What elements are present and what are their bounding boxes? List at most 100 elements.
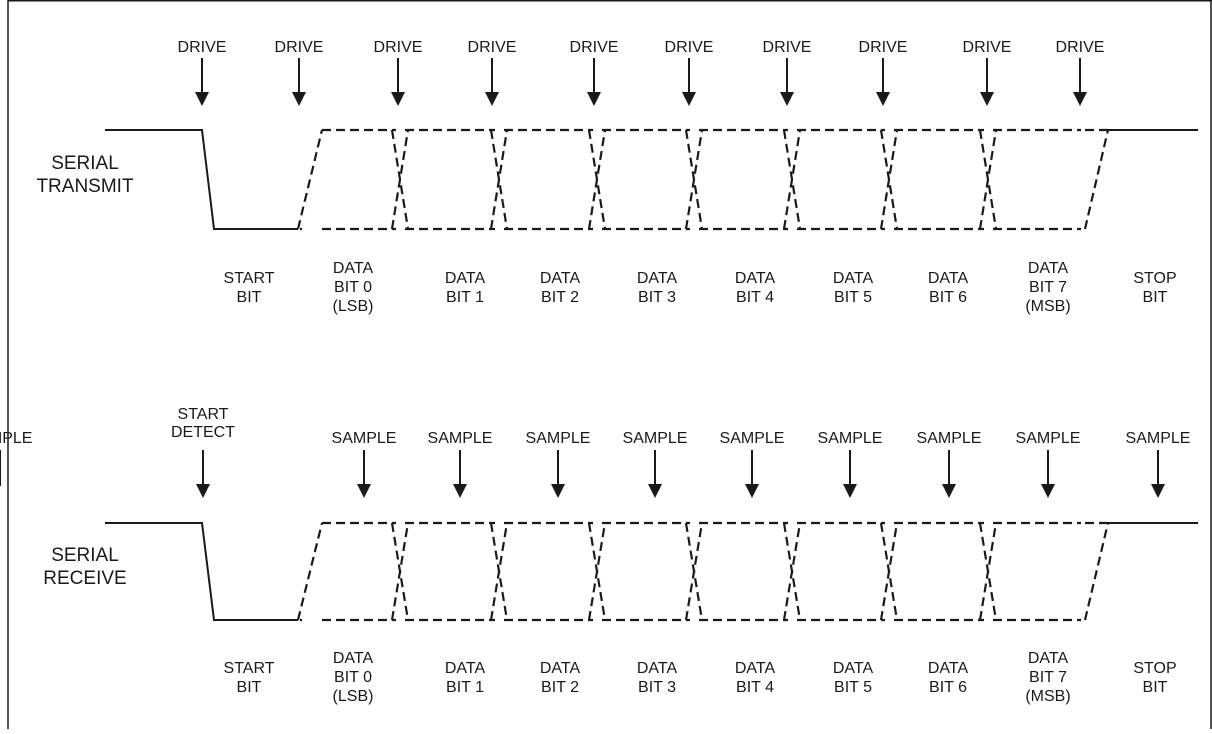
transmit-bit-label-8: DATA BIT 7 (MSB) bbox=[1025, 260, 1070, 315]
sample-arrow-7-head bbox=[942, 484, 956, 498]
drive-label-9: DRIVE bbox=[1056, 39, 1105, 56]
receive-bit-label-4-line: BIT 3 bbox=[638, 679, 676, 696]
receive-bit-label-3-line: DATA bbox=[540, 660, 581, 677]
transmit-bit-label-8-line: BIT 7 bbox=[1029, 279, 1067, 296]
sample-label-4-line: SAMPLE bbox=[623, 430, 688, 447]
drive-label-7: DRIVE bbox=[859, 39, 908, 56]
receive-bit-label-6-line: DATA bbox=[833, 660, 874, 677]
sample-arrow-9 bbox=[1151, 450, 1165, 498]
transmit-bit-label-5-line: DATA bbox=[735, 270, 776, 287]
transmit-bit-label-5: DATA BIT 4 bbox=[735, 270, 776, 306]
receive-bit-label-7-line: BIT 6 bbox=[929, 679, 967, 696]
sample-label-7-line: SAMPLE bbox=[917, 430, 982, 447]
serial-receive-label-line: SERIAL bbox=[51, 545, 119, 566]
receive-bit-label-9-line: BIT bbox=[1143, 679, 1168, 696]
transmit-bit-label-3-line: BIT 2 bbox=[541, 289, 579, 306]
drive-arrow-7 bbox=[876, 58, 890, 106]
transmit-bit-label-9-line: STOP bbox=[1133, 270, 1176, 287]
sample-label-5-line: SAMPLE bbox=[720, 430, 785, 447]
sample-label-10-line: SAMPLE bbox=[0, 430, 32, 447]
serial-receive-label: SERIAL RECEIVE bbox=[43, 545, 126, 589]
start-detect-label-line: START bbox=[178, 406, 229, 423]
sample-label-6: SAMPLE bbox=[818, 430, 883, 447]
transmit-bit-label-3: DATA BIT 2 bbox=[540, 270, 581, 306]
receive-bit-label-3: DATA BIT 2 bbox=[540, 660, 581, 696]
drive-label-9-line: DRIVE bbox=[1056, 39, 1105, 56]
drive-arrow-8 bbox=[980, 58, 994, 106]
start-detect-arrow bbox=[196, 450, 210, 498]
receive-bit-label-4-line: DATA bbox=[637, 660, 678, 677]
receive-wave-data-bits-dashed bbox=[296, 521, 1110, 622]
receive-bit-label-0: START BIT bbox=[224, 660, 275, 696]
start-detect-label-line: DETECT bbox=[171, 424, 235, 441]
sample-label-3-line: SAMPLE bbox=[526, 430, 591, 447]
sample-label-4: SAMPLE bbox=[623, 430, 688, 447]
receive-bit-label-8-line: BIT 7 bbox=[1029, 669, 1067, 686]
sample-arrow-4 bbox=[648, 450, 662, 498]
sample-arrow-6-head bbox=[843, 484, 857, 498]
transmit-bit-label-4-line: BIT 3 bbox=[638, 289, 676, 306]
transmit-bit-label-7-line: DATA bbox=[928, 270, 969, 287]
sample-arrow-8 bbox=[1041, 450, 1055, 498]
serial-receive-label-line: RECEIVE bbox=[43, 568, 126, 589]
drive-label-6: DRIVE bbox=[763, 39, 812, 56]
receive-bit-label-5-line: DATA bbox=[735, 660, 776, 677]
sample-arrow-5 bbox=[745, 450, 759, 498]
sample-label-2: SAMPLE bbox=[428, 430, 493, 447]
sample-arrow-1-head bbox=[357, 484, 371, 498]
drive-label-5-line: DRIVE bbox=[665, 39, 714, 56]
sample-label-9: SAMPLE bbox=[1126, 430, 1191, 447]
transmit-bit-label-1-line: (LSB) bbox=[333, 298, 374, 315]
drive-arrow-7-head bbox=[876, 92, 890, 106]
receive-bit-label-8: DATA BIT 7 (MSB) bbox=[1025, 650, 1070, 705]
transmit-bit-label-4-line: DATA bbox=[637, 270, 678, 287]
drive-label-4-line: DRIVE bbox=[570, 39, 619, 56]
drive-arrow-3-head bbox=[485, 92, 499, 106]
drive-arrow-5-head bbox=[682, 92, 696, 106]
drive-label-2: DRIVE bbox=[374, 39, 423, 56]
drive-label-4: DRIVE bbox=[570, 39, 619, 56]
transmit-bit-label-5-line: BIT 4 bbox=[736, 289, 774, 306]
receive-bit-label-2: DATA BIT 1 bbox=[445, 660, 486, 696]
sample-label-6-line: SAMPLE bbox=[818, 430, 883, 447]
serial-transmit-section: DRIVE DRIVE DRIVE DRIVE DRIVE DRIVE DRIVE DRIVE… bbox=[36, 39, 1198, 315]
drive-arrow-0-head bbox=[195, 92, 209, 106]
serial-transmit-label: SERIAL TRANSMIT bbox=[36, 153, 134, 197]
transmit-bit-label-9-line: BIT bbox=[1143, 289, 1168, 306]
drive-label-8: DRIVE bbox=[963, 39, 1012, 56]
sample-label-1-line: SAMPLE bbox=[332, 430, 397, 447]
sample-label-8-line: SAMPLE bbox=[1016, 430, 1081, 447]
drive-arrow-4-head bbox=[587, 92, 601, 106]
drive-label-1-line: DRIVE bbox=[275, 39, 324, 56]
receive-bit-label-1: DATA BIT 0 (LSB) bbox=[333, 650, 374, 705]
sample-arrow-5-head bbox=[745, 484, 759, 498]
drive-label-3: DRIVE bbox=[468, 39, 517, 56]
transmit-bit-label-1-line: DATA bbox=[333, 260, 374, 277]
transmit-bit-label-6-line: DATA bbox=[833, 270, 874, 287]
drive-arrow-4 bbox=[587, 58, 601, 106]
transmit-bit-label-1-line: BIT 0 bbox=[334, 279, 372, 296]
drive-label-2-line: DRIVE bbox=[374, 39, 423, 56]
receive-bit-label-7: DATA BIT 6 bbox=[928, 660, 969, 696]
receive-bit-label-9: STOP BIT bbox=[1133, 660, 1176, 696]
transmit-bit-label-2: DATA BIT 1 bbox=[445, 270, 486, 306]
transmit-bit-label-0: START BIT bbox=[224, 270, 275, 306]
sample-arrow-9-head bbox=[1151, 484, 1165, 498]
transmit-bit-label-2-line: DATA bbox=[445, 270, 486, 287]
transmit-bit-label-8-line: DATA bbox=[1028, 260, 1069, 277]
sample-arrow-6 bbox=[843, 450, 857, 498]
transmit-bit-label-0-line: BIT bbox=[237, 289, 262, 306]
drive-label-8-line: DRIVE bbox=[963, 39, 1012, 56]
sample-arrow-3-head bbox=[551, 484, 565, 498]
drive-arrow-6 bbox=[780, 58, 794, 106]
sample-label-9-line: SAMPLE bbox=[1126, 430, 1191, 447]
drive-arrow-1 bbox=[292, 58, 306, 106]
sample-arrow-1 bbox=[357, 450, 371, 498]
transmit-bit-label-2-line: BIT 1 bbox=[446, 289, 484, 306]
transmit-bit-label-6: DATA BIT 5 bbox=[833, 270, 874, 306]
receive-bit-label-3-line: BIT 2 bbox=[541, 679, 579, 696]
drive-label-5: DRIVE bbox=[665, 39, 714, 56]
receive-bit-label-7-line: DATA bbox=[928, 660, 969, 677]
transmit-bit-label-0-line: START bbox=[224, 270, 275, 287]
receive-bit-label-5: DATA BIT 4 bbox=[735, 660, 776, 696]
